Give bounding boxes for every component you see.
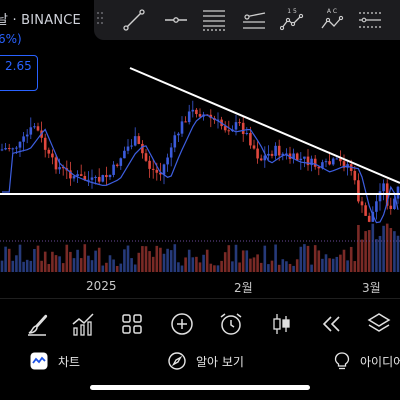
x-axis-label-mar: 3월 — [362, 281, 381, 295]
nav-item-chart[interactable]: 차트 — [30, 350, 80, 372]
price-range-icon[interactable] — [358, 8, 382, 32]
indicators-icon[interactable] — [70, 311, 96, 337]
x-axis-label-2025: 2025 — [86, 279, 117, 293]
volume-bars — [0, 223, 400, 272]
elliott-wave-icon[interactable]: 1 5 — [280, 8, 304, 32]
nav-label-ideas: 아이디어 — [360, 354, 400, 369]
add-icon[interactable] — [169, 311, 195, 337]
descending-trendline[interactable] — [129, 67, 400, 184]
nav-label-explore: 알아 보기 — [196, 354, 244, 369]
x-axis-label-feb: 2월 — [234, 281, 253, 295]
symbol-title[interactable]: 날 · BINANCE — [0, 13, 81, 28]
layout-grid-icon[interactable] — [119, 311, 145, 337]
chart-icon — [30, 352, 48, 370]
nav-item-ideas[interactable]: 아이디어 — [334, 350, 400, 372]
fib-retracement-icon[interactable] — [202, 8, 226, 32]
abc-pattern-icon[interactable]: A C — [320, 8, 344, 32]
abc-label: A C — [327, 8, 337, 15]
alert-clock-icon[interactable] — [218, 311, 244, 337]
lightbulb-icon — [334, 352, 350, 370]
nav-item-explore[interactable]: 알아 보기 — [168, 350, 244, 372]
home-indicator — [90, 385, 310, 390]
layers-icon[interactable] — [366, 311, 392, 337]
price-badge: 2.65 — [0, 55, 38, 91]
candle-style-icon[interactable] — [268, 311, 294, 337]
compass-icon — [168, 352, 186, 370]
drag-handle-icon[interactable] — [97, 12, 105, 28]
replay-icon[interactable] — [318, 311, 344, 337]
horizontal-ray-icon[interactable] — [164, 8, 188, 32]
trend-line-icon[interactable] — [122, 8, 146, 32]
moving-average-line — [2, 114, 399, 224]
bottom-toolbar — [0, 298, 400, 349]
drawing-toolbar: 1 5 A C — [94, 0, 400, 40]
price-chart[interactable] — [0, 0, 400, 300]
price-badge-value: 2.65 — [5, 59, 32, 73]
wave-label: 1 5 — [287, 8, 297, 15]
parallel-channel-icon[interactable] — [242, 8, 266, 32]
candlesticks — [0, 100, 400, 223]
nav-label-chart: 차트 — [58, 354, 81, 369]
price-change-percent: 6%) — [0, 32, 22, 46]
bottom-navigation: 차트 알아 보기 아이디어 — [0, 348, 400, 374]
brush-icon[interactable] — [24, 311, 50, 337]
